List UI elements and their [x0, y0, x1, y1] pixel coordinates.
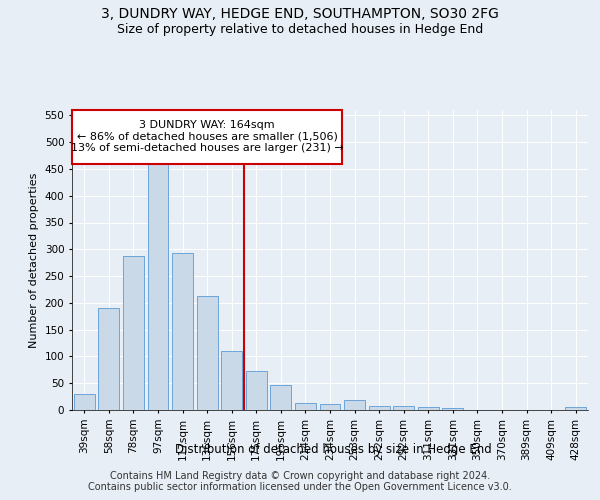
Text: Contains HM Land Registry data © Crown copyright and database right 2024.: Contains HM Land Registry data © Crown c… — [110, 471, 490, 481]
Text: Distribution of detached houses by size in Hedge End: Distribution of detached houses by size … — [175, 442, 491, 456]
Bar — [442, 408, 463, 410]
Bar — [565, 408, 586, 410]
Bar — [221, 351, 242, 410]
Bar — [148, 164, 169, 410]
FancyBboxPatch shape — [72, 110, 342, 164]
Bar — [295, 403, 316, 410]
Bar — [172, 253, 193, 410]
Bar — [320, 404, 340, 410]
Bar — [246, 371, 267, 410]
Bar — [123, 256, 144, 410]
Bar — [418, 408, 439, 410]
Bar — [393, 406, 414, 410]
Bar — [197, 296, 218, 410]
Bar — [74, 394, 95, 410]
Bar — [98, 308, 119, 410]
Bar — [271, 385, 292, 410]
Bar — [344, 400, 365, 410]
Text: Contains public sector information licensed under the Open Government Licence v3: Contains public sector information licen… — [88, 482, 512, 492]
Text: 3 DUNDRY WAY: 164sqm
← 86% of detached houses are smaller (1,506)
13% of semi-de: 3 DUNDRY WAY: 164sqm ← 86% of detached h… — [71, 120, 344, 154]
Bar — [368, 406, 389, 410]
Y-axis label: Number of detached properties: Number of detached properties — [29, 172, 39, 348]
Text: 3, DUNDRY WAY, HEDGE END, SOUTHAMPTON, SO30 2FG: 3, DUNDRY WAY, HEDGE END, SOUTHAMPTON, S… — [101, 8, 499, 22]
Text: Size of property relative to detached houses in Hedge End: Size of property relative to detached ho… — [117, 22, 483, 36]
